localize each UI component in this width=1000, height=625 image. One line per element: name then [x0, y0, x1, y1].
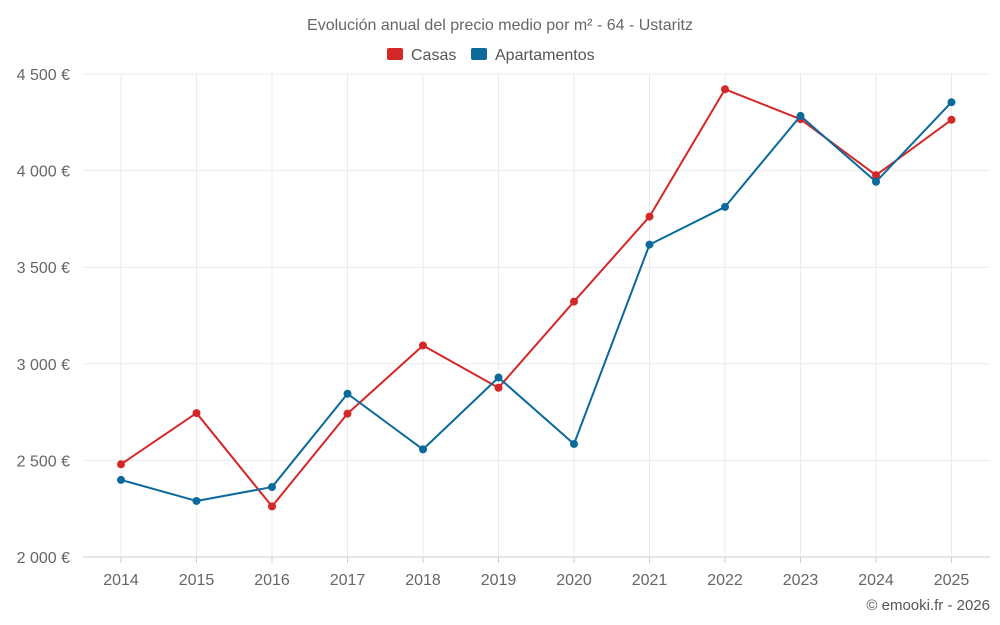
x-tick-label: 2019 [481, 572, 517, 589]
data-point-apartamentos[interactable] [947, 98, 956, 107]
x-tick-label: 2023 [783, 572, 819, 589]
legend-item-casas[interactable]: Casas [387, 47, 456, 64]
grid-layer [83, 73, 990, 558]
data-point-apartamentos[interactable] [645, 240, 654, 249]
data-point-apartamentos[interactable] [268, 483, 276, 492]
data-point-casas[interactable] [721, 85, 729, 94]
legend[interactable]: Casas Apartamentos [387, 47, 595, 64]
x-tick-label: 2016 [254, 572, 290, 589]
x-tick-label: 2022 [707, 572, 743, 589]
data-point-apartamentos[interactable] [494, 373, 503, 382]
data-point-apartamentos[interactable] [419, 445, 427, 454]
data-point-casas[interactable] [947, 115, 956, 124]
x-tick-label: 2021 [632, 572, 668, 589]
data-point-apartamentos[interactable] [872, 177, 880, 186]
x-tick-label: 2024 [858, 572, 894, 589]
legend-swatch-casas [387, 48, 403, 60]
x-tick-label: 2018 [405, 572, 441, 589]
y-tick-label: 3 000 € [17, 357, 70, 374]
chart-title: Evolución anual del precio medio por m² … [307, 17, 693, 34]
series-casas[interactable] [117, 85, 956, 511]
data-point-apartamentos[interactable] [343, 389, 352, 398]
y-tick-label: 4 000 € [17, 164, 70, 181]
data-point-apartamentos[interactable] [117, 475, 125, 484]
legend-swatch-apartamentos [471, 48, 487, 60]
data-point-casas[interactable] [343, 409, 352, 418]
x-axis: 2014 2015 2016 2017 2018 2019 2020 2021 2022 2023… [103, 557, 969, 589]
data-point-casas[interactable] [117, 460, 125, 469]
x-tick-label: 2020 [556, 572, 592, 589]
x-tick-label: 2025 [934, 572, 970, 589]
y-tick-label: 2 000 € [17, 550, 70, 567]
legend-item-apartamentos[interactable]: Apartamentos [471, 47, 595, 64]
data-point-apartamentos[interactable] [192, 496, 201, 505]
data-point-casas[interactable] [570, 297, 578, 306]
series-line-apartamentos[interactable] [120, 101, 953, 502]
data-point-casas[interactable] [872, 171, 880, 180]
data-point-casas[interactable] [192, 409, 201, 418]
data-point-casas[interactable] [268, 502, 276, 511]
y-tick-label: 3 500 € [17, 260, 70, 277]
series-apartamentos[interactable] [117, 98, 956, 505]
credit-text: © emooki.fr - 2026 [866, 597, 990, 614]
data-point-apartamentos[interactable] [570, 439, 578, 448]
data-point-apartamentos[interactable] [796, 111, 805, 120]
x-tick-label: 2015 [179, 572, 215, 589]
x-tick-label: 2014 [103, 572, 139, 589]
y-axis: 2 000 € 2 500 € 3 000 € 3 500 € 4 000 € 4 500… [17, 67, 70, 567]
data-point-casas[interactable] [645, 212, 654, 221]
data-point-casas[interactable] [494, 383, 503, 392]
y-tick-label: 4 500 € [17, 67, 70, 84]
y-tick-label: 2 500 € [17, 453, 70, 470]
x-tick-label: 2017 [330, 572, 366, 589]
legend-label-apartamentos: Apartamentos [495, 47, 595, 64]
series-line-casas[interactable] [120, 88, 953, 508]
series-layer [117, 85, 956, 511]
data-point-casas[interactable] [419, 341, 427, 350]
data-point-apartamentos[interactable] [721, 202, 729, 211]
legend-label-casas: Casas [411, 47, 456, 64]
